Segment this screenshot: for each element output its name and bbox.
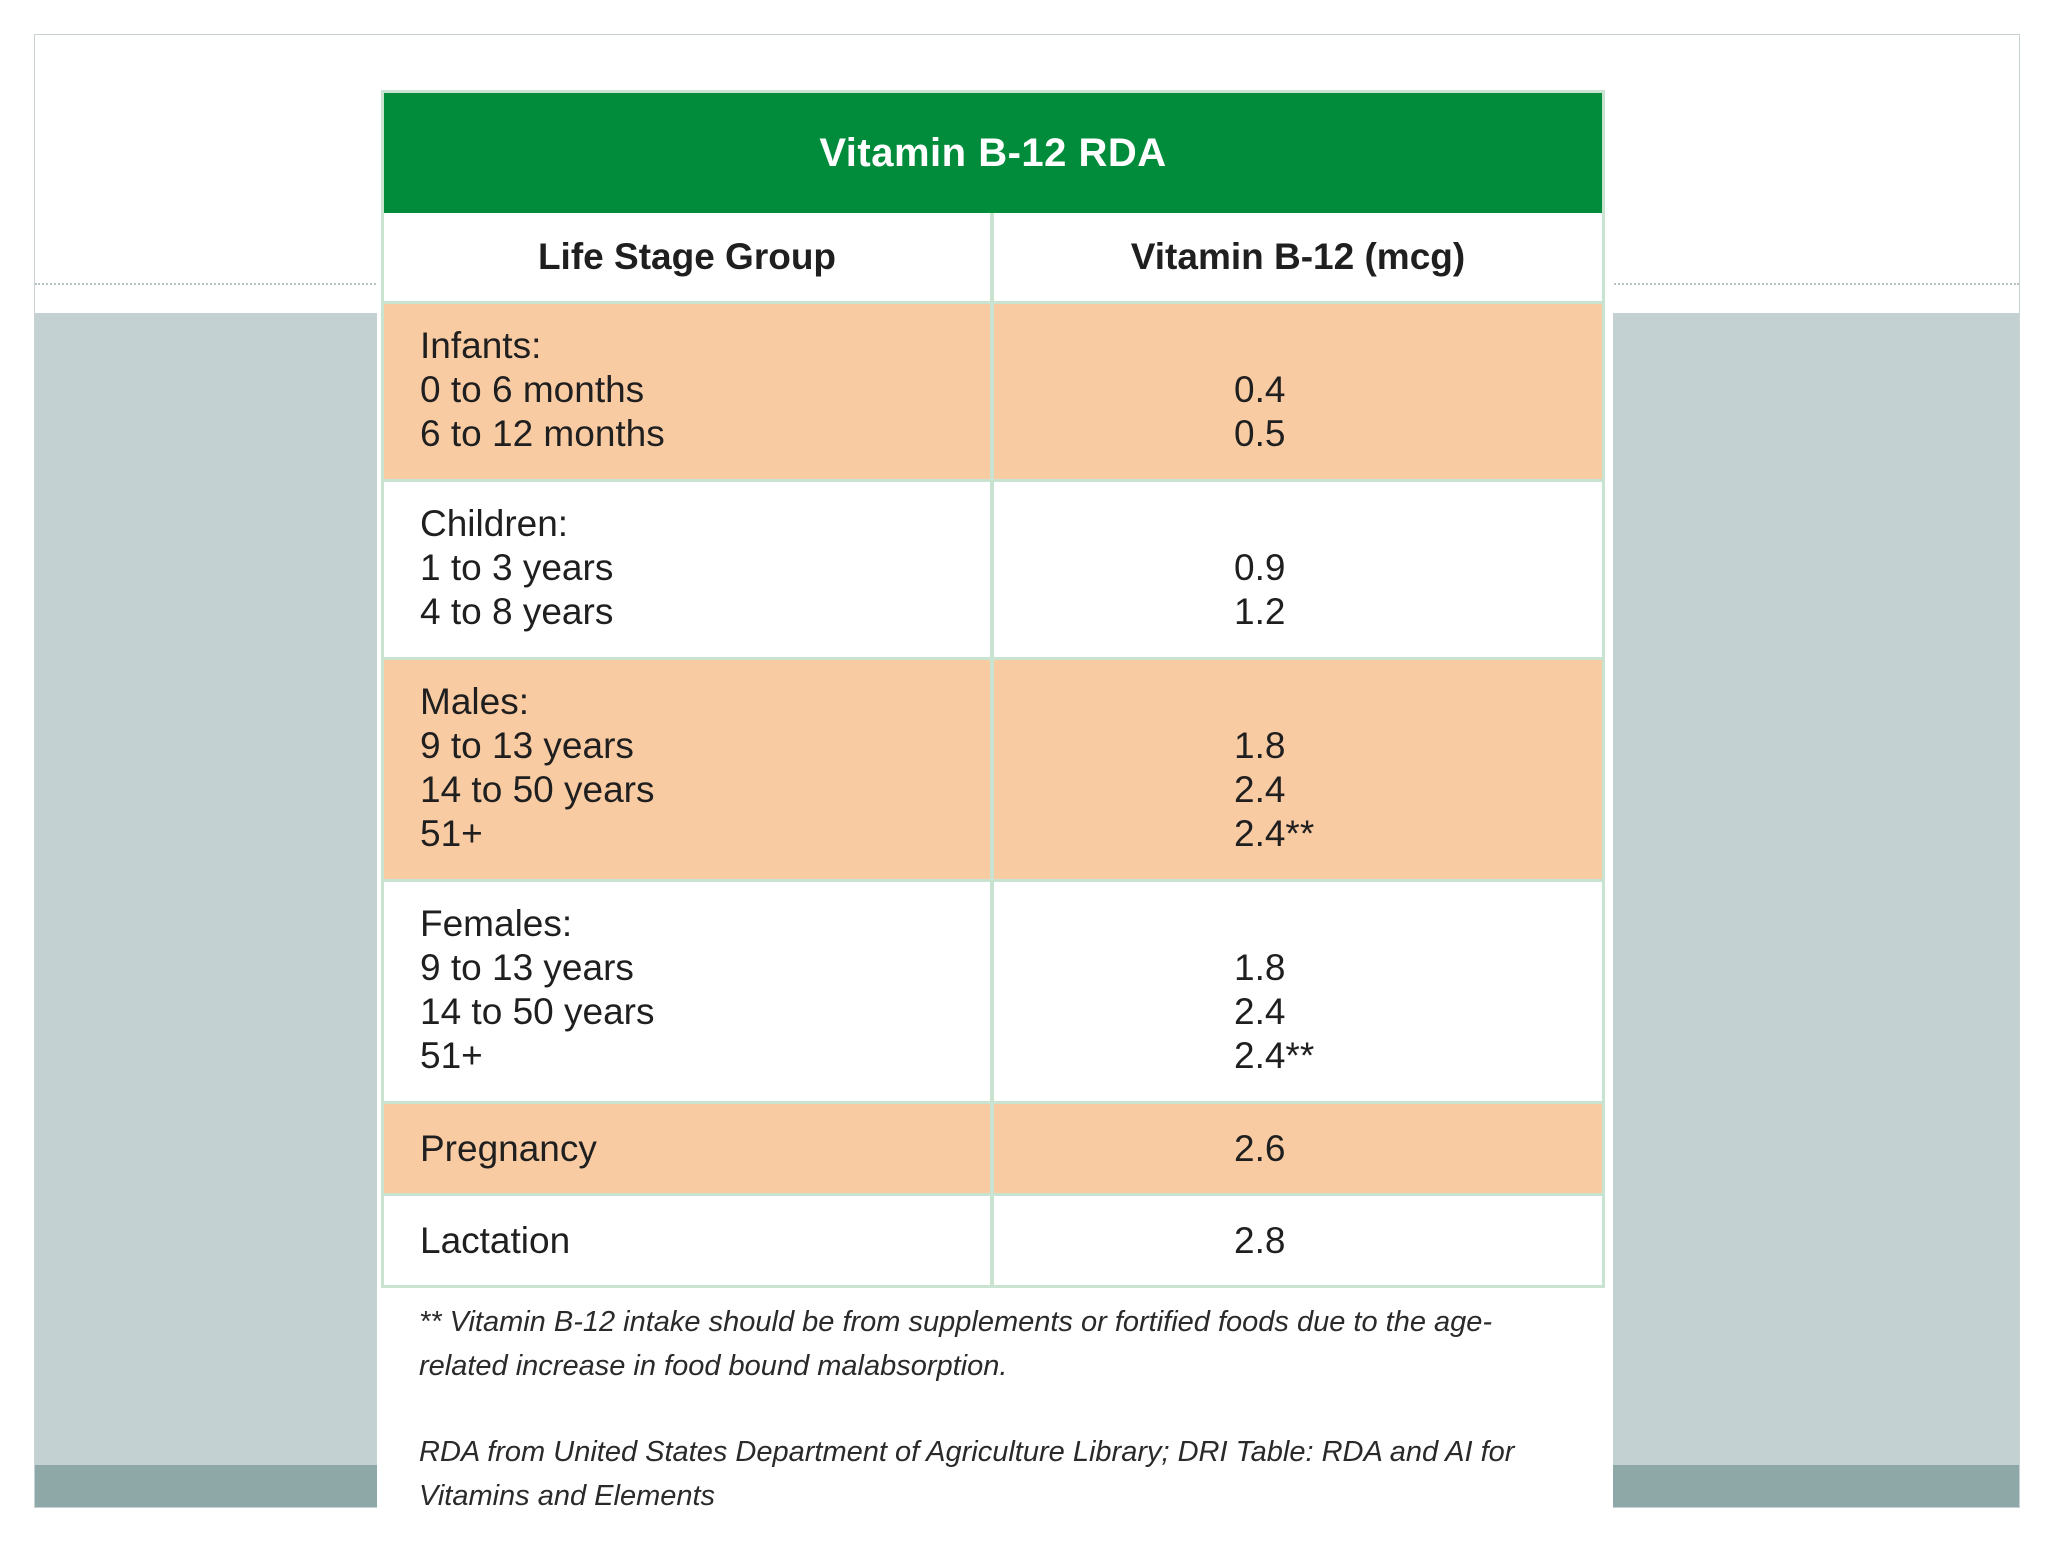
table-row-pregnancy: Pregnancy 2.6 [384, 1101, 1602, 1193]
header-vitamin-amount: Vitamin B-12 (mcg) [1130, 236, 1466, 277]
group-value: 1.2 [1234, 591, 1286, 632]
value-cell: 1.8 2.4 2.4** [994, 660, 1602, 879]
group-item: 1 to 3 years [420, 547, 614, 588]
table-row-lactation: Lactation 2.8 [384, 1193, 1602, 1285]
life-stage-cell: Lactation [384, 1196, 994, 1285]
group-label: Males: [420, 681, 529, 722]
group-value: 1.8 [1234, 947, 1286, 988]
group-item: 14 to 50 years [420, 991, 655, 1032]
group-label: Females: [420, 903, 573, 944]
value-cell: 0.9 1.2 [994, 482, 1602, 657]
group-label: Children: [420, 503, 569, 544]
group-value: 2.4 [1234, 991, 1286, 1032]
group-item: 51+ [420, 813, 483, 854]
rda-table: Vitamin B-12 RDA Life Stage Group Vitami… [381, 90, 1605, 1288]
group-item: 4 to 8 years [420, 591, 614, 632]
table-row-infants: Infants: 0 to 6 months 6 to 12 months 0.… [384, 301, 1602, 479]
source-citation: RDA from United States Department of Agr… [419, 1436, 1515, 1512]
life-stage-cell: Pregnancy [384, 1104, 994, 1193]
table-notes: ** Vitamin B-12 intake should be from su… [419, 1300, 1579, 1560]
header-life-stage-group: Life Stage Group [384, 213, 994, 301]
life-stage-cell: Infants: 0 to 6 months 6 to 12 months [384, 304, 994, 479]
life-stage-cell: Females: 9 to 13 years 14 to 50 years 51… [384, 882, 994, 1101]
group-label: Infants: [420, 325, 542, 366]
group-item: 6 to 12 months [420, 413, 665, 454]
value-cell: 2.6 [1234, 1127, 1286, 1169]
value-cell: 1.8 2.4 2.4** [994, 882, 1602, 1101]
value-cell: 0.4 0.5 [994, 304, 1602, 479]
group-item: 9 to 13 years [420, 947, 634, 988]
group-item: 14 to 50 years [420, 769, 655, 810]
group-value: 2.4 [1234, 769, 1286, 810]
rda-table-image: Vitamin B-12 RDA Life Stage Group Vitami… [377, 88, 1613, 1536]
table-title: Vitamin B-12 RDA [384, 93, 1602, 213]
life-stage-cell: Males: 9 to 13 years 14 to 50 years 51+ [384, 660, 994, 879]
table-row-females: Females: 9 to 13 years 14 to 50 years 51… [384, 879, 1602, 1101]
group-item: 0 to 6 months [420, 369, 645, 410]
value-cell: 2.8 [1234, 1219, 1286, 1261]
life-stage-cell: Children: 1 to 3 years 4 to 8 years [384, 482, 994, 657]
group-item: 51+ [420, 1035, 483, 1076]
group-value: 2.4** [1234, 1035, 1315, 1076]
table-row-children: Children: 1 to 3 years 4 to 8 years 0.9 … [384, 479, 1602, 657]
group-item: 9 to 13 years [420, 725, 634, 766]
group-value: 0.5 [1234, 413, 1286, 454]
group-value: 1.8 [1234, 725, 1286, 766]
footnote: ** Vitamin B-12 intake should be from su… [419, 1306, 1493, 1382]
group-value: 2.4** [1234, 813, 1315, 854]
table-header-row: Life Stage Group Vitamin B-12 (mcg) [384, 213, 1602, 301]
group-value: 0.4 [1234, 369, 1286, 410]
table-row-males: Males: 9 to 13 years 14 to 50 years 51+ … [384, 657, 1602, 879]
group-value: 0.9 [1234, 547, 1286, 588]
